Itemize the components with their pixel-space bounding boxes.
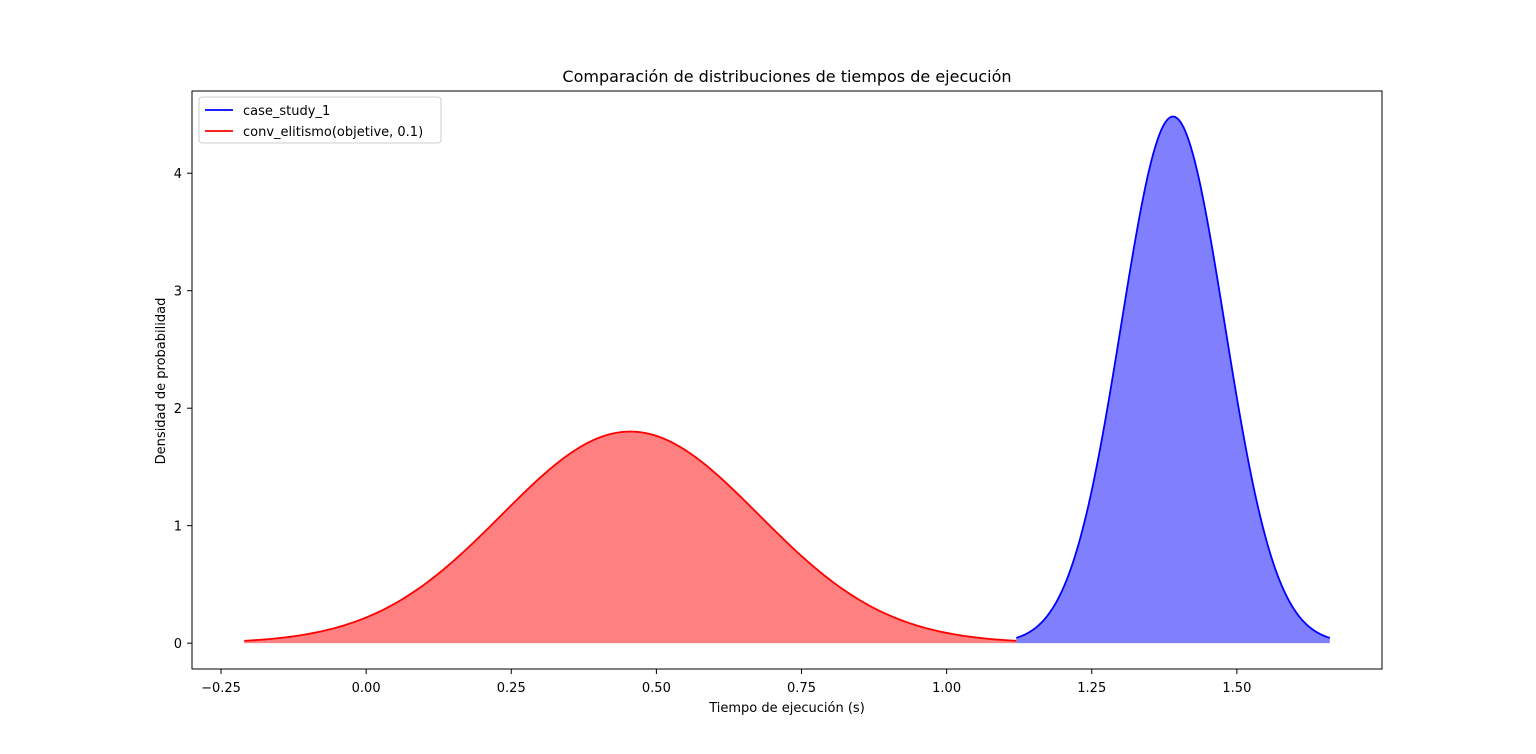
plot-frame xyxy=(191,90,1383,670)
y-axis: 0 1 2 3 4 xyxy=(174,167,192,652)
y-tick-label: 4 xyxy=(174,167,182,182)
y-tick-label: 0 xyxy=(174,637,182,652)
legend-label: case_study_1 xyxy=(243,104,330,119)
series-line-0 xyxy=(1016,115,1331,639)
x-axis-label: Tiempo de ejecución (s) xyxy=(708,701,865,716)
y-tick-label: 1 xyxy=(174,520,182,535)
y-tick-label: 2 xyxy=(174,402,182,417)
y-tick-label: 3 xyxy=(174,285,182,300)
x-tick-label: 0.25 xyxy=(497,681,526,696)
x-tick-label: 0.75 xyxy=(787,681,816,696)
x-tick-label: 1.25 xyxy=(1077,681,1106,696)
x-axis: −0.25 0.00 0.25 0.50 0.75 1.00 1.25 1.50 xyxy=(201,669,1251,696)
series-line-1 xyxy=(244,430,1017,642)
legend-label: conv_elitismo(objetive, 0.1) xyxy=(243,125,423,140)
y-axis-label: Densidad de probabilidad xyxy=(154,298,169,465)
chart-title: Comparación de distribuciones de tiempos… xyxy=(562,67,1011,86)
x-tick-label: 1.00 xyxy=(932,681,961,696)
x-tick-label: 0.00 xyxy=(352,681,381,696)
series-fills xyxy=(244,116,1330,644)
series-lines xyxy=(244,115,1331,642)
x-tick-label: −0.25 xyxy=(201,681,241,696)
x-tick-label: 1.50 xyxy=(1222,681,1251,696)
series-fill-1 xyxy=(244,431,1017,644)
x-tick-label: 0.50 xyxy=(642,681,671,696)
series-fill-0 xyxy=(1016,116,1330,644)
legend-box xyxy=(198,96,442,144)
legend: case_study_1 conv_elitismo(objetive, 0.1) xyxy=(198,96,442,144)
